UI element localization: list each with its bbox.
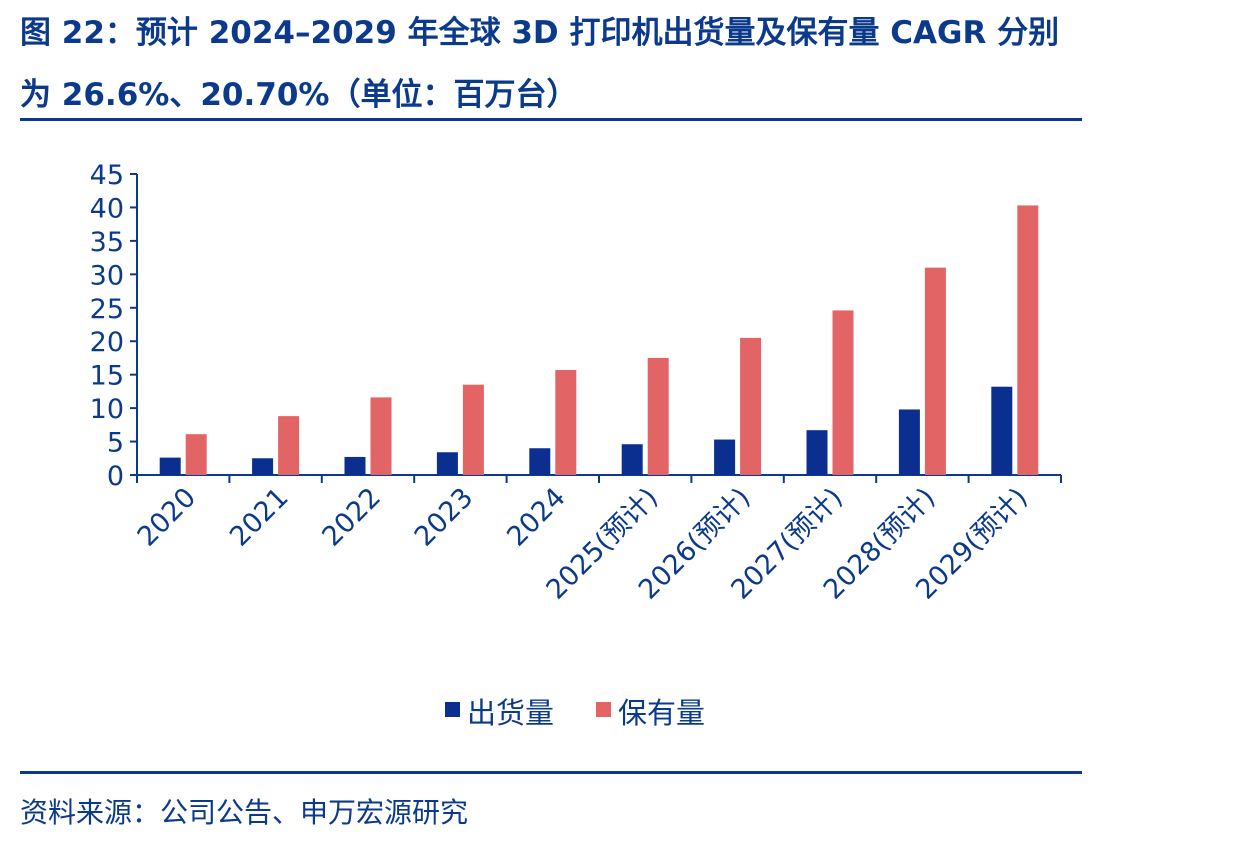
- source-note: 资料来源：公司公告、申万宏源研究: [20, 796, 469, 829]
- x-tick-label: 2020: [132, 482, 203, 553]
- bar-installed-2024: [555, 369, 577, 475]
- legend-swatch: [445, 702, 460, 717]
- bar-installed-2020: [185, 434, 207, 475]
- bar-shipments-2022: [344, 456, 366, 475]
- y-tick-label: 40: [90, 193, 124, 224]
- bar-shipments-2029(预计): [991, 386, 1013, 475]
- bar-installed-2021: [278, 416, 300, 475]
- bar-shipments-2028(预计): [898, 409, 920, 475]
- y-tick-label: 25: [90, 294, 124, 325]
- bar-shipments-2025(预计): [621, 444, 643, 475]
- bar-shipments-2020: [159, 457, 181, 475]
- title-divider: [20, 118, 1082, 121]
- y-tick-label: 15: [90, 361, 124, 392]
- bar-installed-2025(预计): [647, 357, 669, 475]
- legend: 出货量 保有量: [445, 696, 705, 730]
- bar-shipments-2026(预计): [714, 439, 736, 475]
- x-tick-label: 2024: [501, 482, 572, 553]
- x-tick-label: 2022: [316, 482, 387, 553]
- legend-label: 出货量: [467, 696, 554, 730]
- legend-label: 保有量: [618, 696, 705, 730]
- legend-swatch: [596, 702, 611, 717]
- bar-installed-2023: [462, 384, 484, 475]
- bar-installed-2027(预计): [832, 310, 854, 475]
- y-tick-label: 45: [90, 160, 124, 191]
- bar-installed-2028(预计): [924, 267, 946, 475]
- x-tick-label: 2021: [224, 482, 295, 553]
- bar-shipments-2024: [529, 448, 551, 475]
- bar-shipments-2027(预计): [806, 430, 828, 475]
- chart-title: 图 22：预计 2024–2029 年全球 3D 打印机出货量及保有量 CAGR…: [20, 15, 1060, 113]
- y-tick-label: 0: [107, 461, 124, 492]
- bar-installed-2022: [370, 397, 392, 475]
- bars: [159, 205, 1039, 475]
- x-tick-labels: 2020 2021 2022 2023 20242025(预计)2026(预计)2027…: [132, 482, 1034, 606]
- x-axis: [136, 474, 1062, 483]
- bar-shipments-2021: [252, 458, 274, 475]
- y-tick-label: 30: [90, 260, 124, 291]
- y-tick-label: 20: [90, 327, 124, 358]
- bar-shipments-2023: [436, 452, 458, 475]
- y-tick-label: 35: [90, 227, 124, 258]
- y-tick-label: 10: [90, 394, 124, 425]
- bar-installed-2029(预计): [1017, 205, 1039, 475]
- bar-installed-2026(预计): [740, 337, 762, 475]
- footer-divider: [20, 771, 1082, 774]
- x-tick-label: 2023: [409, 482, 480, 553]
- y-tick-label: 5: [107, 428, 124, 459]
